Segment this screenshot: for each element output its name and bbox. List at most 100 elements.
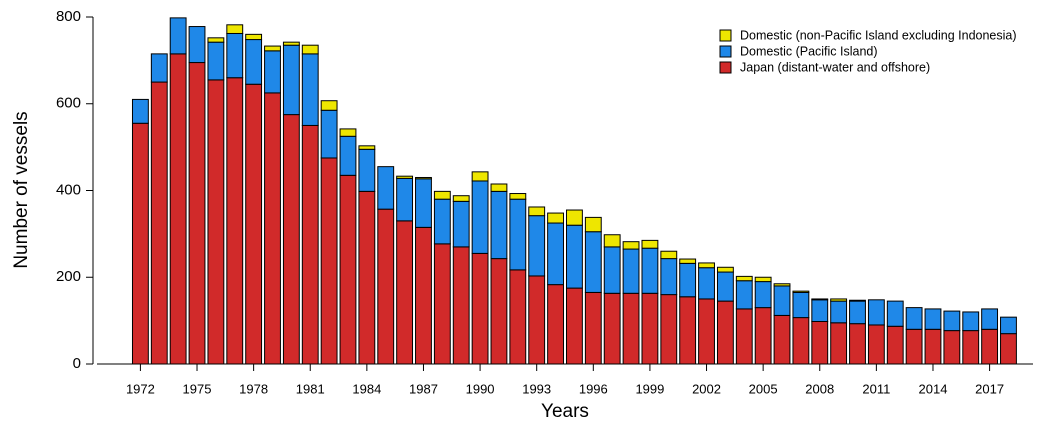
bar-segment [547, 212, 564, 224]
bar-segment [490, 183, 508, 192]
bar-segment [301, 44, 319, 55]
bar-segment [226, 24, 244, 34]
bar-segment [773, 283, 791, 287]
bar-segment [716, 266, 734, 273]
y-tick-label: 800 [56, 8, 81, 25]
bar-segment [339, 135, 357, 176]
x-tick-label: 2005 [749, 381, 778, 396]
bar-segment [830, 322, 848, 365]
x-tick-label: 1993 [522, 381, 551, 396]
bar-segment [207, 41, 225, 81]
bar-segment [584, 216, 602, 233]
bar-segment [377, 166, 395, 210]
x-tick-label: 1984 [352, 381, 381, 396]
bar-segment [849, 299, 866, 302]
bar-segment [886, 300, 904, 327]
bar-segment [943, 310, 961, 332]
x-tick-label: 1972 [126, 381, 155, 396]
bar-segment [264, 45, 281, 52]
bar-segment [716, 271, 734, 302]
bar-segment [698, 298, 715, 365]
legend-swatch [719, 61, 732, 74]
bar-segment [905, 307, 923, 330]
bar-segment [905, 328, 923, 365]
y-axis-title: Number of vessels [11, 111, 32, 268]
bar-segment [509, 269, 527, 365]
bar-segment [622, 292, 640, 365]
x-tick-label: 1999 [635, 381, 664, 396]
bar-segment [811, 320, 829, 365]
bar-segment [886, 325, 904, 365]
bar-segment [528, 215, 546, 277]
bar-segment [396, 220, 414, 365]
bar-segment [867, 324, 885, 365]
bar-segment [301, 53, 319, 126]
bar-segment [754, 307, 772, 365]
bar-segment [547, 222, 564, 286]
bar-segment [320, 100, 338, 111]
bar-segment [735, 308, 753, 365]
bar-segment [943, 330, 961, 365]
legend-label: Japan (distant-water and offshore) [740, 60, 930, 74]
bar-segment [415, 176, 432, 180]
bar-segment [867, 299, 885, 326]
bar-segment [830, 300, 848, 324]
bar-segment [981, 308, 999, 330]
bar-segment [264, 92, 281, 365]
bar-segment [622, 248, 640, 294]
bar-segment [471, 171, 489, 182]
bar-segment [471, 180, 489, 254]
bar-segment [415, 226, 432, 365]
bar-segment [452, 246, 470, 365]
bar-segment [660, 250, 678, 260]
x-tick-label: 2002 [692, 381, 721, 396]
bar-segment [811, 299, 829, 322]
bar-segment [301, 124, 319, 365]
x-tick-label: 1996 [579, 381, 608, 396]
bar-segment [660, 258, 678, 296]
bar-segment [245, 39, 263, 85]
bar-segment [433, 198, 451, 245]
bar-segment [830, 298, 848, 302]
bar-segment [282, 114, 300, 365]
bar-segment [169, 17, 187, 55]
x-axis-title: Years [541, 401, 589, 422]
bar-segment [188, 62, 206, 365]
bar-segment [245, 33, 263, 41]
bar-segment [849, 323, 866, 365]
bar-segment [1000, 316, 1017, 335]
bar-segment [773, 285, 791, 316]
bar-segment [188, 26, 206, 64]
bar-segment [566, 224, 583, 289]
bar-segment [169, 53, 187, 365]
bar-segment [207, 79, 225, 365]
bar-segment [735, 280, 753, 310]
bar-segment [981, 328, 999, 365]
bar-segment [754, 281, 772, 309]
bar-segment [528, 206, 546, 217]
bar-segment [566, 209, 583, 226]
x-tick-label: 2017 [975, 381, 1004, 396]
bar-segment [811, 298, 829, 301]
bar-segment [339, 128, 357, 137]
bar-segment [226, 32, 244, 79]
bar-segment [282, 41, 300, 46]
bar-segment [773, 314, 791, 365]
bar-segment [716, 300, 734, 365]
bar-segment [962, 311, 980, 332]
x-tick-label: 1981 [296, 381, 325, 396]
bar-segment [528, 275, 546, 365]
bar-segment [641, 247, 659, 294]
bar-segment [452, 200, 470, 248]
bar-segment [131, 98, 149, 124]
bar-segment [679, 262, 697, 298]
x-tick-label: 1975 [183, 381, 212, 396]
y-tick-label: 200 [56, 268, 81, 285]
bar-segment [150, 53, 168, 83]
x-tick-label: 2014 [919, 381, 948, 396]
bar-segment [698, 267, 715, 300]
bar-segment [641, 292, 659, 365]
bar-segment [792, 290, 810, 293]
bar-segment [358, 148, 376, 192]
